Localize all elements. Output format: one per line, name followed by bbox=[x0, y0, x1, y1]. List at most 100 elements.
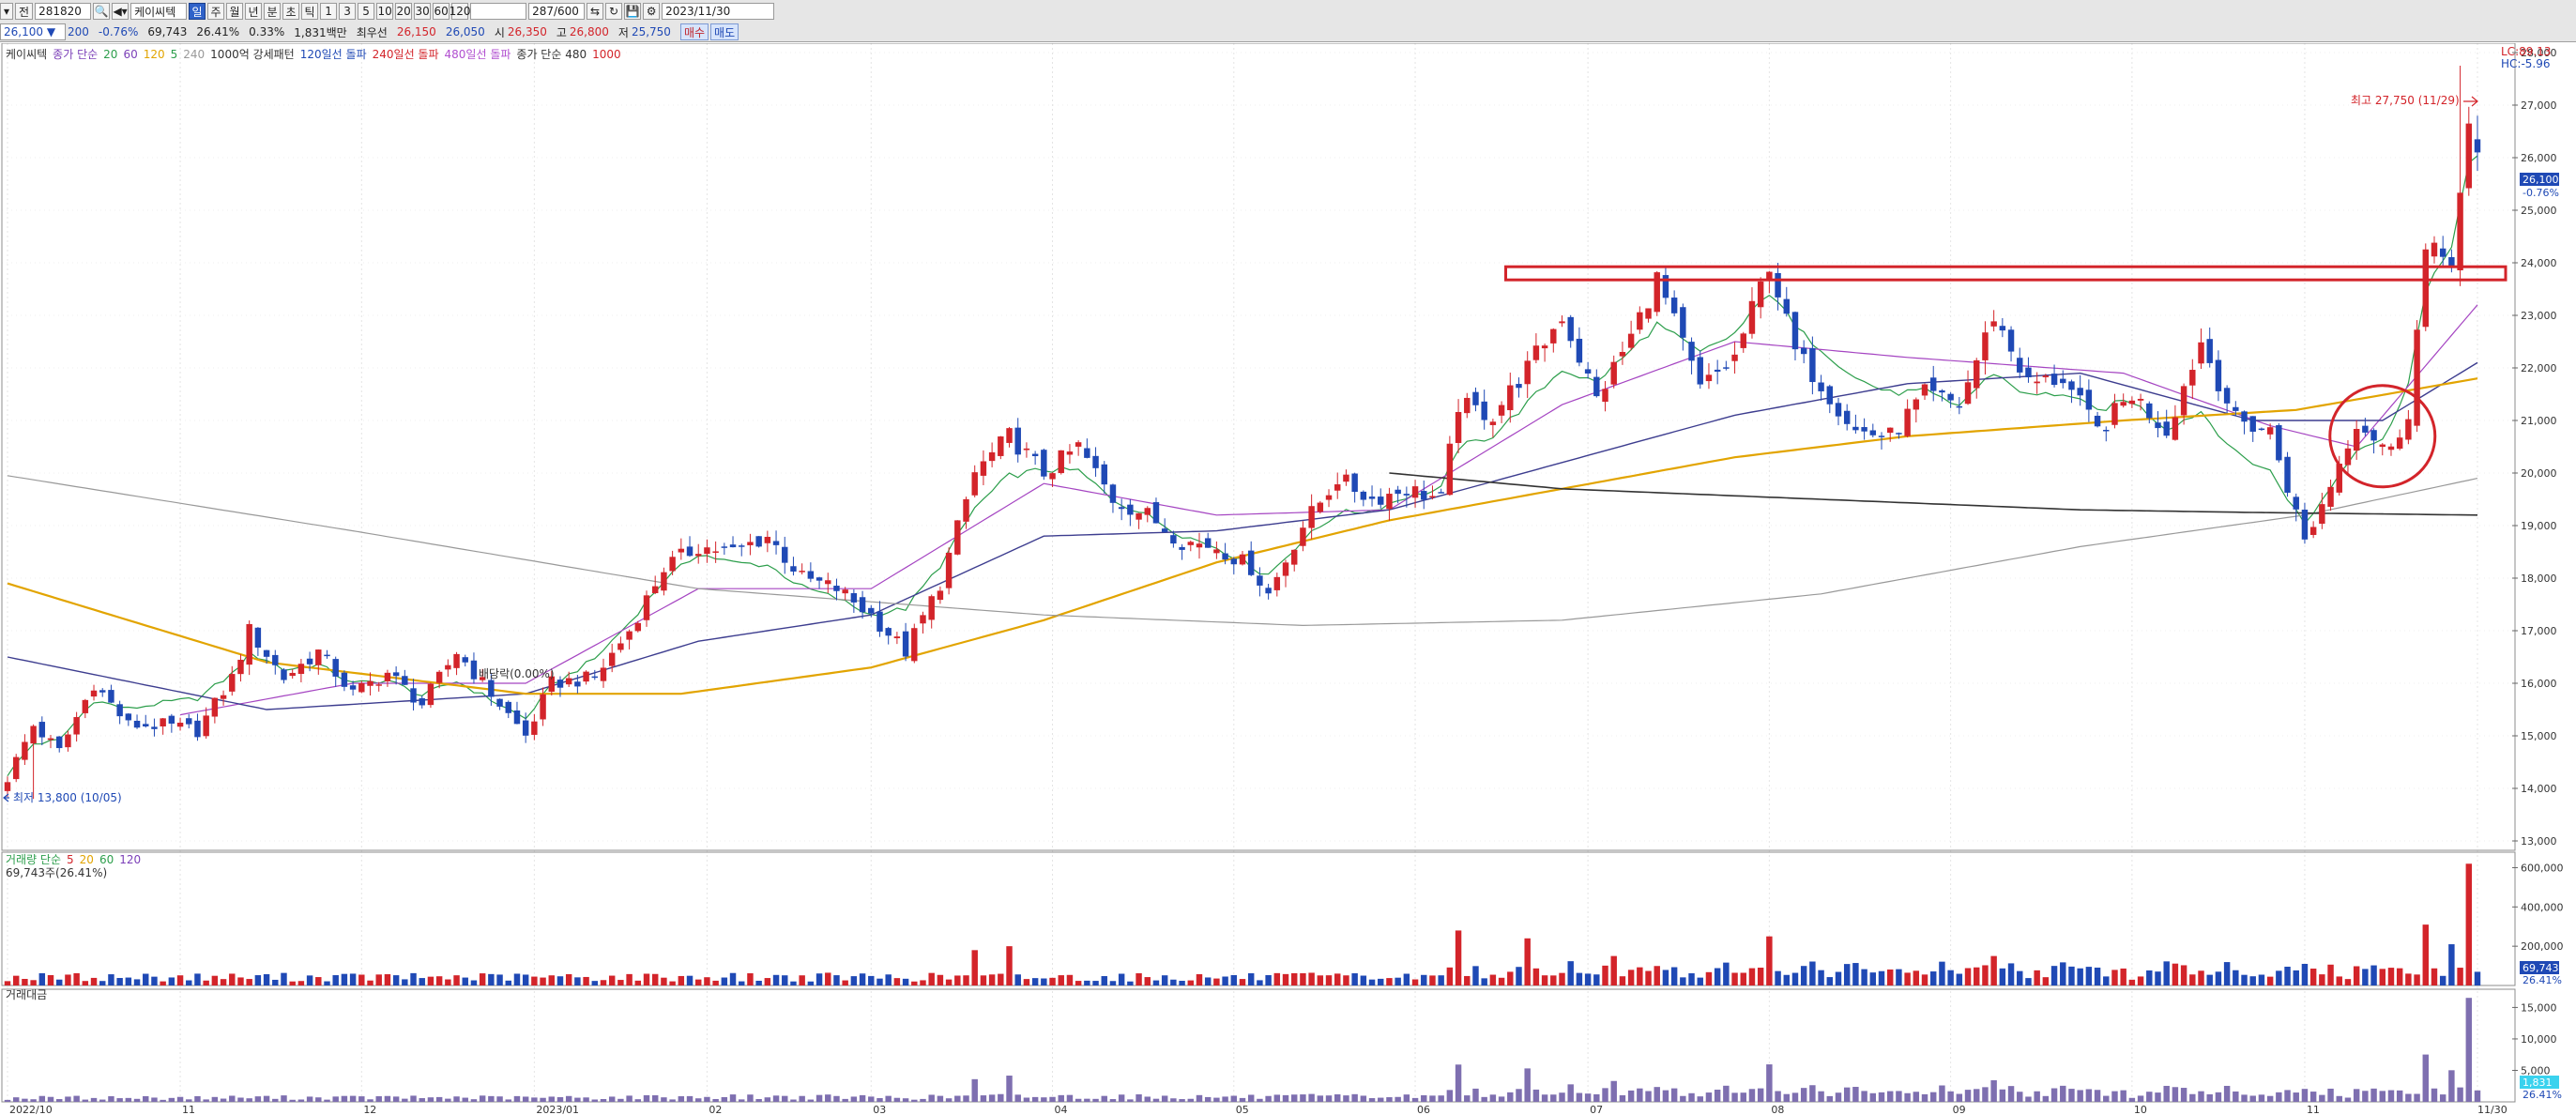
candle bbox=[747, 533, 754, 556]
date-tick-label: 2022/10 bbox=[9, 1104, 53, 1115]
amount-bar bbox=[1662, 1090, 1669, 1102]
amount-bar bbox=[1550, 1094, 1557, 1102]
candle bbox=[125, 712, 132, 726]
tab-month[interactable]: 월 bbox=[226, 3, 244, 20]
interval-60[interactable]: 60 bbox=[433, 3, 450, 20]
volume-bar bbox=[1360, 975, 1367, 985]
amount-bar bbox=[1835, 1092, 1842, 1102]
stock-name-field[interactable]: 케이씨텍 bbox=[130, 3, 188, 20]
volume-tag: 69,743 26.41% bbox=[2520, 961, 2562, 986]
amount-bar bbox=[402, 1098, 408, 1102]
interval-30[interactable]: 30 bbox=[414, 3, 432, 20]
sound-icon[interactable]: ◀▾ bbox=[112, 3, 130, 20]
volume-bar bbox=[1930, 971, 1937, 985]
chart-type-dropdown[interactable]: ▾ bbox=[0, 3, 14, 20]
tab-tick[interactable]: 틱 bbox=[301, 3, 319, 20]
volume-bar bbox=[1818, 970, 1824, 985]
tab-second[interactable]: 초 bbox=[282, 3, 300, 20]
candle bbox=[1541, 344, 1548, 362]
amount-bar bbox=[2094, 1090, 2101, 1102]
data-count-field[interactable]: 287/600 bbox=[528, 3, 586, 20]
amount-bar bbox=[445, 1098, 451, 1102]
amount-bar bbox=[1464, 1095, 1471, 1102]
candle bbox=[55, 736, 63, 753]
volume-bar bbox=[254, 975, 262, 985]
volume-bar bbox=[82, 981, 89, 985]
amount-bar bbox=[2431, 1088, 2438, 1102]
candle bbox=[2042, 374, 2050, 383]
volume-bar bbox=[1386, 978, 1393, 985]
amount-bar bbox=[1775, 1091, 1781, 1102]
amount-bar bbox=[2103, 1095, 2110, 1102]
amount-bar bbox=[2085, 1089, 2093, 1102]
volume-bar bbox=[695, 979, 702, 985]
stock-code-input[interactable]: 281820 bbox=[35, 3, 92, 20]
custom-interval-input[interactable] bbox=[470, 3, 527, 20]
volume-bar bbox=[2396, 968, 2403, 985]
price-tick-label: 22,000 bbox=[2521, 362, 2557, 374]
candle bbox=[237, 654, 244, 682]
candle bbox=[2327, 479, 2334, 512]
price-tick-label: 24,000 bbox=[2521, 257, 2557, 269]
interval-10[interactable]: 10 bbox=[376, 3, 394, 20]
volume-bar bbox=[1066, 974, 1074, 985]
candle bbox=[963, 496, 969, 529]
interval-3[interactable]: 3 bbox=[339, 3, 357, 20]
tab-week[interactable]: 주 bbox=[207, 3, 225, 20]
interval-120[interactable]: 120 bbox=[449, 3, 471, 20]
refresh-icon[interactable]: ↻ bbox=[605, 3, 623, 20]
volume-bar bbox=[2431, 968, 2438, 985]
tab-year[interactable]: 년 bbox=[245, 3, 263, 20]
amount-legend: 거래대금 bbox=[6, 988, 47, 1001]
search-icon[interactable]: 🔍 bbox=[93, 3, 111, 20]
amount-bar bbox=[186, 1099, 192, 1102]
amount-bar bbox=[220, 1098, 227, 1102]
amount-bar bbox=[1204, 1096, 1212, 1102]
volume-bar bbox=[237, 977, 244, 985]
candle bbox=[220, 690, 227, 706]
candle bbox=[254, 627, 262, 656]
moving-average-lines bbox=[7, 155, 2478, 777]
stock-chart[interactable]: 13,000 14,000 15,000 16,000 17,000 18,000 19,0… bbox=[0, 43, 2576, 1115]
candle bbox=[1602, 380, 1608, 412]
volume-bar bbox=[678, 975, 685, 985]
volume-bar bbox=[1714, 968, 1721, 985]
volume-bar bbox=[246, 979, 252, 985]
candle bbox=[47, 735, 54, 749]
date-field[interactable]: 2023/11/30 bbox=[662, 3, 775, 20]
save-icon[interactable]: 💾 bbox=[624, 3, 642, 20]
amount-bar bbox=[1187, 1098, 1195, 1102]
gear-icon[interactable]: ⚙ bbox=[643, 3, 661, 20]
volume-bar bbox=[2293, 970, 2299, 985]
volume-bar bbox=[1084, 980, 1090, 985]
amount-bar bbox=[462, 1097, 468, 1102]
period-unit-select[interactable]: 전 bbox=[15, 3, 34, 20]
candle bbox=[626, 629, 633, 649]
interval-5[interactable]: 5 bbox=[358, 3, 375, 20]
sell-button[interactable]: 매도 bbox=[710, 23, 739, 40]
amount-bar bbox=[1584, 1093, 1592, 1102]
volume-bar bbox=[902, 978, 909, 985]
amount-bar bbox=[1757, 1088, 1764, 1102]
high-label: 고 bbox=[556, 25, 567, 39]
interval-1[interactable]: 1 bbox=[320, 3, 338, 20]
tab-minute[interactable]: 분 bbox=[264, 3, 282, 20]
volume-bar bbox=[1403, 973, 1410, 985]
candle bbox=[1913, 397, 1920, 423]
amount-bar bbox=[263, 1095, 270, 1102]
candle bbox=[1731, 342, 1738, 374]
candle bbox=[859, 590, 866, 619]
volume-bar bbox=[1835, 971, 1842, 985]
volume-bar bbox=[686, 975, 694, 985]
candle bbox=[807, 562, 815, 583]
candle bbox=[815, 576, 823, 589]
interval-20[interactable]: 20 bbox=[395, 3, 413, 20]
candle bbox=[2007, 326, 2015, 362]
volume-bar bbox=[194, 973, 201, 985]
buy-button[interactable]: 매수 bbox=[679, 23, 709, 40]
arrow-icon[interactable]: ⇆ bbox=[587, 3, 604, 20]
candle bbox=[1282, 559, 1289, 588]
candle bbox=[583, 670, 589, 685]
tab-day[interactable]: 일 bbox=[189, 3, 206, 20]
volume-bar bbox=[2077, 968, 2083, 985]
